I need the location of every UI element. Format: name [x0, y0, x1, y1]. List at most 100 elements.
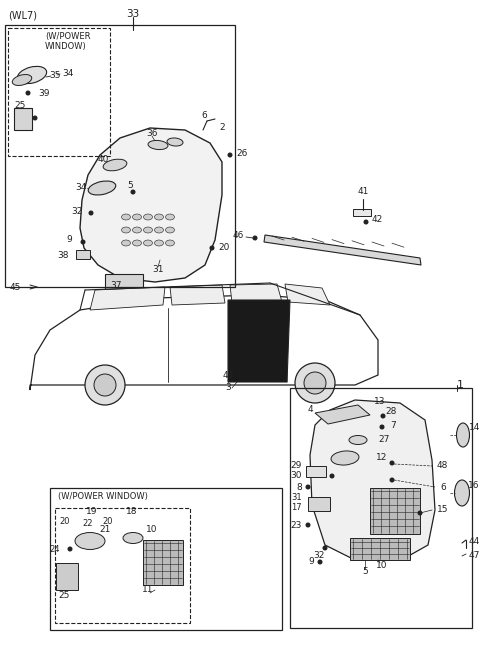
Polygon shape — [285, 284, 330, 305]
Circle shape — [26, 91, 30, 95]
Text: 33: 33 — [126, 9, 140, 19]
Ellipse shape — [75, 532, 105, 549]
Text: 30: 30 — [290, 470, 302, 480]
Bar — [5, 25, 235, 287]
Ellipse shape — [123, 532, 143, 544]
Circle shape — [68, 547, 72, 551]
Text: 20: 20 — [60, 517, 70, 526]
Text: 25: 25 — [58, 590, 70, 599]
Bar — [370, 488, 420, 534]
Polygon shape — [264, 235, 421, 265]
Ellipse shape — [132, 214, 142, 220]
Text: 11: 11 — [142, 586, 154, 594]
Circle shape — [418, 511, 422, 515]
Ellipse shape — [144, 227, 153, 233]
Text: 15: 15 — [437, 505, 448, 515]
Bar — [353, 209, 371, 216]
Ellipse shape — [166, 214, 175, 220]
Text: 20: 20 — [103, 517, 113, 526]
Text: 20: 20 — [218, 243, 229, 251]
Polygon shape — [315, 405, 370, 424]
Ellipse shape — [132, 240, 142, 246]
Circle shape — [330, 474, 334, 478]
Circle shape — [89, 211, 93, 215]
Ellipse shape — [144, 240, 153, 246]
Text: 36: 36 — [146, 128, 158, 138]
Text: 7: 7 — [390, 420, 396, 430]
Text: 9: 9 — [66, 236, 72, 245]
Text: 32: 32 — [313, 551, 324, 561]
Circle shape — [210, 246, 214, 250]
Ellipse shape — [155, 240, 164, 246]
Text: 40: 40 — [97, 155, 108, 164]
Text: 37: 37 — [110, 280, 121, 290]
Polygon shape — [310, 400, 435, 560]
Ellipse shape — [166, 227, 175, 233]
Text: 8: 8 — [296, 482, 302, 492]
Polygon shape — [228, 300, 290, 382]
Circle shape — [131, 190, 135, 194]
Text: 26: 26 — [236, 149, 247, 157]
Text: 2: 2 — [219, 124, 225, 132]
Ellipse shape — [155, 214, 164, 220]
Bar — [105, 274, 143, 296]
Ellipse shape — [331, 451, 359, 465]
Text: 3: 3 — [225, 382, 231, 392]
Text: 23: 23 — [290, 520, 302, 530]
Text: 31: 31 — [152, 265, 164, 274]
Text: 48: 48 — [437, 461, 448, 470]
Bar — [76, 250, 90, 259]
Circle shape — [381, 414, 385, 418]
Text: (WL7): (WL7) — [8, 10, 37, 20]
Ellipse shape — [121, 214, 131, 220]
Circle shape — [390, 461, 394, 465]
Text: 25: 25 — [14, 101, 25, 109]
Ellipse shape — [103, 159, 127, 171]
Text: 35: 35 — [49, 70, 61, 80]
Polygon shape — [80, 128, 222, 282]
Text: 27: 27 — [378, 436, 389, 445]
Ellipse shape — [456, 423, 469, 447]
Circle shape — [33, 116, 37, 120]
Bar — [14, 108, 32, 130]
Text: (W/POWER: (W/POWER — [45, 32, 91, 41]
Circle shape — [390, 478, 394, 482]
Text: 19: 19 — [86, 507, 98, 517]
Text: 34: 34 — [75, 182, 87, 191]
Bar — [308, 497, 330, 511]
Bar — [56, 563, 78, 590]
Text: 10: 10 — [146, 526, 158, 534]
Bar — [50, 488, 282, 630]
Text: 21: 21 — [99, 526, 111, 534]
Ellipse shape — [155, 227, 164, 233]
Text: (W/POWER WINDOW): (W/POWER WINDOW) — [58, 492, 148, 501]
Text: 5: 5 — [362, 567, 368, 576]
Text: 46: 46 — [232, 232, 244, 241]
Ellipse shape — [88, 181, 116, 195]
Bar — [290, 388, 472, 628]
Text: 6: 6 — [201, 111, 207, 120]
Text: 39: 39 — [38, 88, 49, 97]
Text: 42: 42 — [372, 216, 383, 224]
Text: 18: 18 — [126, 507, 138, 517]
Circle shape — [85, 365, 125, 405]
Text: 41: 41 — [357, 188, 369, 197]
Text: 9: 9 — [308, 557, 314, 567]
Text: 4: 4 — [307, 405, 313, 415]
Text: 24: 24 — [49, 545, 60, 553]
Text: WINDOW): WINDOW) — [45, 41, 87, 51]
Text: 34: 34 — [62, 68, 74, 78]
Text: 6: 6 — [440, 482, 446, 492]
Ellipse shape — [121, 227, 131, 233]
Ellipse shape — [121, 240, 131, 246]
Text: 38: 38 — [57, 251, 69, 259]
Ellipse shape — [144, 214, 153, 220]
Text: 32: 32 — [72, 207, 83, 216]
Circle shape — [81, 240, 85, 244]
Bar — [350, 538, 410, 560]
Text: 16: 16 — [468, 480, 480, 490]
Text: 12: 12 — [376, 453, 387, 463]
Circle shape — [306, 523, 310, 527]
Text: 5: 5 — [127, 182, 133, 191]
Circle shape — [228, 153, 232, 157]
